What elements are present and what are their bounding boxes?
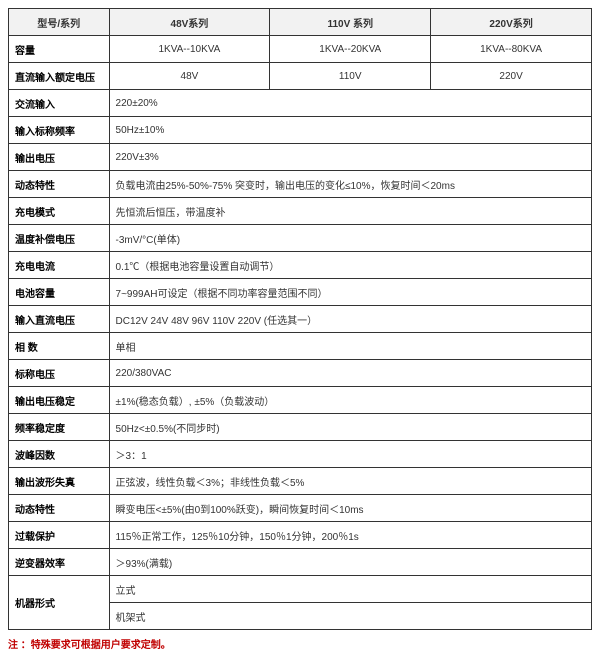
row-label: 动态特性 (9, 171, 110, 198)
row-label: 输出波形失真 (9, 468, 110, 495)
table-row: 输出电压220V±3% (9, 144, 592, 171)
table-row: 充电模式先恒流后恒压，带温度补 (9, 198, 592, 225)
table-row: 容量1KVA--10KVA1KVA--20KVA1KVA--80KVA (9, 36, 592, 63)
row-label: 频率稳定度 (9, 414, 110, 441)
table-row: 输入标称频率50Hz±10% (9, 117, 592, 144)
row-value: 220V±3% (109, 144, 591, 171)
row-label: 输出电压 (9, 144, 110, 171)
table-row: 输出电压稳定±1%(稳态负载）, ±5%（负载波动） (9, 387, 592, 414)
row-label: 过载保护 (9, 522, 110, 549)
row-value: 220±20% (109, 90, 591, 117)
table-row: 交流输入220±20% (9, 90, 592, 117)
footnote: 注 ：特殊要求可根据用户要求定制。 (8, 636, 592, 651)
row-value: 1KVA--20KVA (270, 36, 431, 63)
row-value: 1KVA--10KVA (109, 36, 270, 63)
row-value: 220/380VAC (109, 360, 591, 387)
row-value: 1KVA--80KVA (431, 36, 592, 63)
table-row: 动态特性瞬变电压<±5%(由0到100%跃变)，瞬间恢复时间＜10ms (9, 495, 592, 522)
row-label: 充电模式 (9, 198, 110, 225)
row-value: 110V (270, 63, 431, 90)
table-row: 过载保护115％正常工作，125％10分钟，150％1分钟，200％1s (9, 522, 592, 549)
table-row: 输入直流电压DC12V 24V 48V 96V 110V 220V (任选其一） (9, 306, 592, 333)
row-label: 温度补偿电压 (9, 225, 110, 252)
row-value: 立式 (109, 576, 591, 603)
table-row: 相 数单相 (9, 333, 592, 360)
table-row: 动态特性负载电流由25%-50%-75% 突变时，输出电压的变化≤10%，恢复时… (9, 171, 592, 198)
row-label: 容量 (9, 36, 110, 63)
row-label: 相 数 (9, 333, 110, 360)
row-value: ±1%(稳态负载）, ±5%（负载波动） (109, 387, 591, 414)
row-value: 7~999AH可设定（根据不同功率容量范围不同） (109, 279, 591, 306)
row-label: 逆变器效率 (9, 549, 110, 576)
row-label: 动态特性 (9, 495, 110, 522)
row-label: 电池容量 (9, 279, 110, 306)
row-value: 负载电流由25%-50%-75% 突变时，输出电压的变化≤10%，恢复时间＜20… (109, 171, 591, 198)
row-label: 输入标称频率 (9, 117, 110, 144)
row-label: 交流输入 (9, 90, 110, 117)
table-row: 频率稳定度50Hz<±0.5%(不同步时) (9, 414, 592, 441)
table-row: 波峰因数＞3：1 (9, 441, 592, 468)
row-value: ＞93%(满载) (109, 549, 591, 576)
header-c2: 110V 系列 (270, 9, 431, 36)
row-value: 机架式 (109, 603, 591, 630)
row-label: 波峰因数 (9, 441, 110, 468)
table-row: 直流输入额定电压48V110V220V (9, 63, 592, 90)
table-row: 机器形式立式 (9, 576, 592, 603)
header-c3: 220V系列 (431, 9, 592, 36)
row-value: 瞬变电压<±5%(由0到100%跃变)，瞬间恢复时间＜10ms (109, 495, 591, 522)
row-value: 0.1℃（根据电池容量设置自动调节） (109, 252, 591, 279)
row-label: 输出电压稳定 (9, 387, 110, 414)
table-row: 逆变器效率＞93%(满载) (9, 549, 592, 576)
row-value: 48V (109, 63, 270, 90)
table-row: 充电电流0.1℃（根据电池容量设置自动调节） (9, 252, 592, 279)
row-value: -3mV/°C(单体) (109, 225, 591, 252)
header-row: 型号/系列 48V系列 110V 系列 220V系列 (9, 9, 592, 36)
row-value: 正弦波，线性负载＜3%；非线性负载＜5% (109, 468, 591, 495)
table-row: 标称电压220/380VAC (9, 360, 592, 387)
row-label: 输入直流电压 (9, 306, 110, 333)
row-label: 充电电流 (9, 252, 110, 279)
row-label: 标称电压 (9, 360, 110, 387)
row-value: 50Hz<±0.5%(不同步时) (109, 414, 591, 441)
row-label: 直流输入额定电压 (9, 63, 110, 90)
row-value: 220V (431, 63, 592, 90)
table-row: 温度补偿电压-3mV/°C(单体) (9, 225, 592, 252)
header-c0: 型号/系列 (9, 9, 110, 36)
row-value: DC12V 24V 48V 96V 110V 220V (任选其一） (109, 306, 591, 333)
row-label: 机器形式 (9, 576, 110, 630)
table-row: 输出波形失真正弦波，线性负载＜3%；非线性负载＜5% (9, 468, 592, 495)
row-value: 50Hz±10% (109, 117, 591, 144)
row-value: ＞3：1 (109, 441, 591, 468)
row-value: 先恒流后恒压，带温度补 (109, 198, 591, 225)
row-value: 115％正常工作，125％10分钟，150％1分钟，200％1s (109, 522, 591, 549)
spec-table: 型号/系列 48V系列 110V 系列 220V系列 容量1KVA--10KVA… (8, 8, 592, 630)
header-c1: 48V系列 (109, 9, 270, 36)
table-row: 电池容量7~999AH可设定（根据不同功率容量范围不同） (9, 279, 592, 306)
row-value: 单相 (109, 333, 591, 360)
